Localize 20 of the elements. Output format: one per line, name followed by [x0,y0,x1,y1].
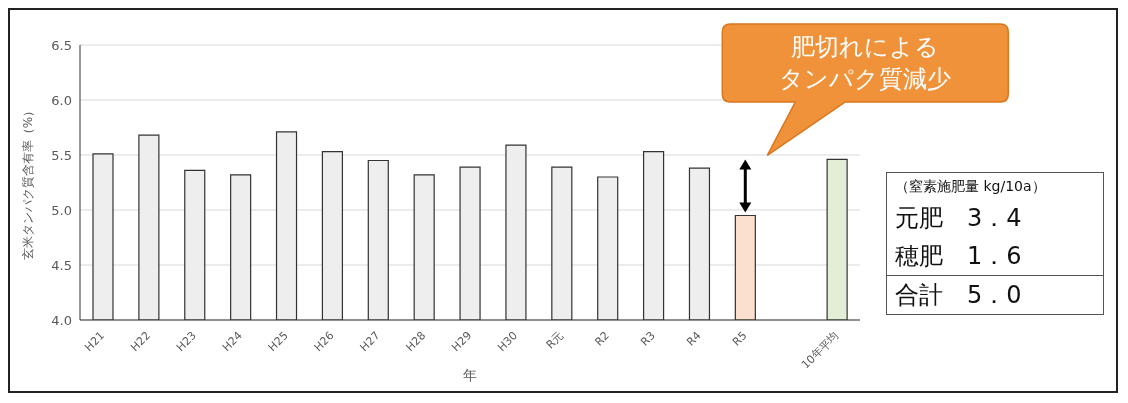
x-tick-label: R3 [638,329,658,349]
annotation: タンパク質減少 [779,65,952,93]
text: 合計 5．0 [887,275,1103,314]
x-axis-title: 年 [463,367,477,383]
x-tick-label: R4 [684,329,704,349]
y-tick-label: 5.0 [51,202,72,218]
y-tick-label: 5.5 [51,147,72,163]
x-tick-label: R5 [729,329,750,349]
y-tick-label: 4.0 [51,312,72,328]
y-tick-label: 6.0 [51,92,72,108]
text: 元肥 3．4 [894,203,1023,234]
text: （窒素施肥量 kg/10a） [894,177,1047,196]
x-tick-label: 10年平均 [798,329,842,372]
x-tick-label: R2 [592,329,612,349]
y-tick-label: 4.5 [51,257,72,273]
y-tick-label: 6.5 [51,37,72,53]
y-axis-title: 玄米タンパク質含有率（%） [21,104,36,261]
text: 穂肥 1．6 [894,241,1023,272]
x-tick-label: R元 [543,329,567,352]
annotation: 肥切れによる [791,33,940,61]
